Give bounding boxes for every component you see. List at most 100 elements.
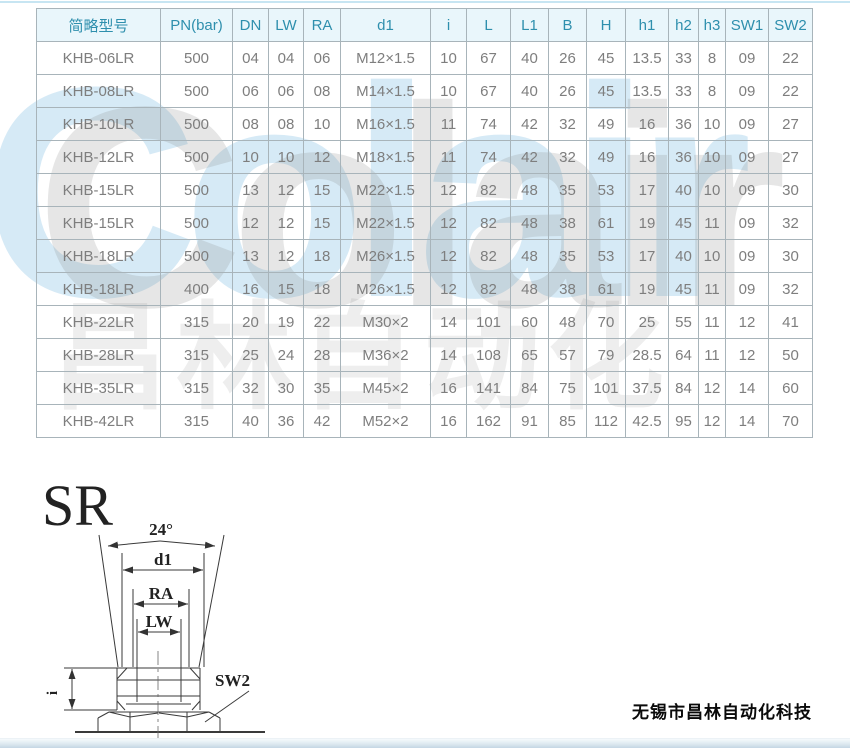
table-cell: 61 <box>586 206 626 240</box>
table-cell: 08 <box>303 74 341 108</box>
table-cell: 38 <box>548 272 587 306</box>
table-cell: KHB-18LR <box>36 239 161 273</box>
table-cell: 06 <box>268 74 304 108</box>
column-header: L <box>466 8 511 42</box>
table-row: KHB-15LR 500 13 12 15 M22×1.5 12 82 48 35 53 17 40 10… <box>36 173 813 207</box>
table-row: KHB-35LR 315 32 30 35 M45×2 16 141 84 75 101 37.5 84… <box>36 371 813 405</box>
column-header: B <box>548 8 587 42</box>
table-cell: 28 <box>303 338 341 372</box>
table-cell: 22 <box>303 305 341 339</box>
table-cell: 33 <box>668 74 699 108</box>
table-cell: KHB-15LR <box>36 206 161 240</box>
table-cell: 25 <box>625 305 669 339</box>
column-header: PN(bar) <box>160 8 233 42</box>
column-header: h3 <box>698 8 726 42</box>
table-cell: 12 <box>268 206 304 240</box>
ra-label: RA <box>149 584 174 603</box>
table-cell: 09 <box>725 107 769 141</box>
table-cell: 82 <box>466 272 511 306</box>
table-cell: 15 <box>268 272 304 306</box>
table-cell: 09 <box>725 74 769 108</box>
table-cell: 16 <box>430 404 467 438</box>
table-cell: 315 <box>160 338 233 372</box>
table-cell: 141 <box>466 371 511 405</box>
table-cell: M26×1.5 <box>340 272 431 306</box>
table-cell: 85 <box>548 404 587 438</box>
diagram-title: SR <box>42 473 113 538</box>
table-cell: 06 <box>232 74 269 108</box>
table-cell: 101 <box>466 305 511 339</box>
table-cell: 35 <box>548 173 587 207</box>
table-cell: 65 <box>510 338 549 372</box>
table-cell: 19 <box>625 206 669 240</box>
table-cell: 315 <box>160 404 233 438</box>
table-cell: 32 <box>548 107 587 141</box>
table-cell: 36 <box>668 107 699 141</box>
column-header: h1 <box>625 8 669 42</box>
table-cell: 22 <box>768 74 813 108</box>
table-cell: 60 <box>510 305 549 339</box>
table-cell: 500 <box>160 173 233 207</box>
table-cell: 45 <box>668 272 699 306</box>
page-top-border <box>0 1 850 3</box>
table-cell: 09 <box>725 239 769 273</box>
company-name: 无锡市昌林自动化科技 <box>632 703 812 722</box>
table-cell: 45 <box>586 41 626 75</box>
table-cell: 16 <box>625 107 669 141</box>
column-header: SW1 <box>725 8 769 42</box>
table-cell: 53 <box>586 239 626 273</box>
table-row: KHB-28LR 315 25 24 28 M36×2 14 108 65 57 79 28.5 64 1… <box>36 338 813 372</box>
table-cell: 15 <box>303 173 341 207</box>
table-cell: KHB-28LR <box>36 338 161 372</box>
table-cell: 32 <box>548 140 587 174</box>
table-cell: 11 <box>430 140 467 174</box>
table-cell: 06 <box>303 41 341 75</box>
table-cell: 315 <box>160 371 233 405</box>
table-cell: 112 <box>586 404 626 438</box>
table-cell: 11 <box>698 272 726 306</box>
table-cell: 108 <box>466 338 511 372</box>
table-cell: 61 <box>586 272 626 306</box>
table-cell: M14×1.5 <box>340 74 431 108</box>
table-cell: KHB-35LR <box>36 371 161 405</box>
table-cell: 09 <box>725 206 769 240</box>
column-header: d1 <box>340 8 431 42</box>
table-cell: 162 <box>466 404 511 438</box>
table-cell: 10 <box>303 107 341 141</box>
table-cell: KHB-12LR <box>36 140 161 174</box>
table-cell: 28.5 <box>625 338 669 372</box>
table-cell: 64 <box>668 338 699 372</box>
column-header: DN <box>232 8 269 42</box>
table-cell: 30 <box>768 173 813 207</box>
table-cell: 60 <box>768 371 813 405</box>
table-cell: 25 <box>232 338 269 372</box>
table-cell: 04 <box>268 41 304 75</box>
table-cell: 40 <box>232 404 269 438</box>
table-cell: 315 <box>160 305 233 339</box>
table-cell: M16×1.5 <box>340 107 431 141</box>
table-cell: 12 <box>268 173 304 207</box>
table-cell: 48 <box>510 272 549 306</box>
table-cell: 35 <box>303 371 341 405</box>
table-cell: KHB-42LR <box>36 404 161 438</box>
table-row: KHB-12LR 500 10 10 12 M18×1.5 11 74 42 32 49 16 36 10… <box>36 140 813 174</box>
table-cell: 26 <box>548 74 587 108</box>
table-cell: 08 <box>268 107 304 141</box>
table-cell: 09 <box>725 272 769 306</box>
table-row: KHB-22LR 315 20 19 22 M30×2 14 101 60 48 70 25 55 11 1… <box>36 305 813 339</box>
table-cell: 40 <box>510 41 549 75</box>
table-cell: 10 <box>268 140 304 174</box>
table-cell: 500 <box>160 107 233 141</box>
table-cell: 40 <box>510 74 549 108</box>
table-cell: 12 <box>698 371 726 405</box>
table-cell: 26 <box>548 41 587 75</box>
table-cell: 24 <box>268 338 304 372</box>
table-cell: M18×1.5 <box>340 140 431 174</box>
table-cell: 8 <box>698 74 726 108</box>
table-cell: 500 <box>160 74 233 108</box>
table-row: KHB-06LR 500 04 04 06 M12×1.5 10 67 40 26 45 13.5 33… <box>36 41 813 75</box>
table-cell: KHB-06LR <box>36 41 161 75</box>
table-cell: 48 <box>510 173 549 207</box>
table-cell: 48 <box>548 305 587 339</box>
